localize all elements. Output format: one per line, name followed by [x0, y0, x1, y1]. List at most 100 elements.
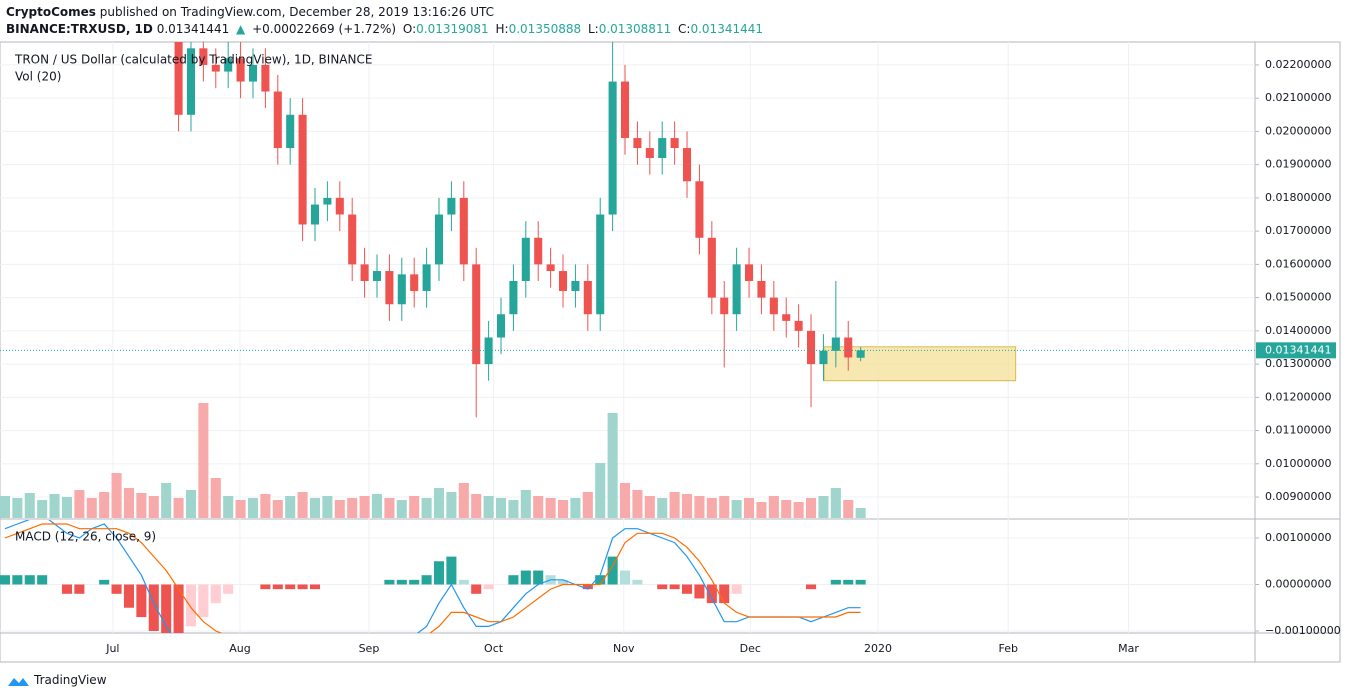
volume-bar — [756, 502, 767, 518]
candle-body — [310, 204, 320, 225]
candle-body — [447, 197, 456, 215]
candle-body — [224, 58, 233, 72]
volume-bar — [681, 494, 693, 518]
candle-body — [682, 148, 692, 182]
candle-body — [521, 237, 530, 281]
volume-bar — [843, 500, 854, 518]
volume-bar — [595, 463, 606, 518]
volume-bar — [520, 490, 531, 518]
macd-hist — [198, 584, 209, 618]
macd-hist — [458, 579, 469, 585]
macd-hist — [619, 570, 631, 585]
candle-body — [831, 337, 840, 351]
volume-bar — [136, 493, 147, 518]
y-tick-label: 0.01000000 — [1265, 457, 1331, 470]
candle-body — [546, 264, 555, 272]
y-tick-label: 0.01400000 — [1265, 324, 1331, 337]
candle-body — [844, 337, 853, 358]
macd-hist — [855, 579, 866, 585]
volume-bar — [508, 500, 519, 518]
volume-bar — [619, 483, 631, 518]
x-tick-label: Nov — [613, 642, 635, 655]
candle-body — [372, 271, 382, 281]
candle-body — [583, 280, 592, 315]
volume-bar — [409, 496, 420, 518]
volume-bar — [272, 500, 283, 518]
candle-body — [807, 330, 816, 365]
candle-body — [211, 64, 220, 72]
volume-bar — [446, 492, 457, 518]
zone — [823, 346, 1017, 382]
candle-body — [323, 197, 332, 205]
c-label: C: — [678, 22, 691, 36]
y-tick-label: 0.02000000 — [1265, 124, 1331, 137]
published: published on TradingView.com, December 2… — [99, 5, 494, 19]
macd-hist — [533, 570, 544, 585]
macd-hist — [185, 584, 197, 627]
y-tick-label: 0.01500000 — [1265, 291, 1331, 304]
publish-line: CryptoComes published on TradingView.com… — [6, 4, 766, 21]
candle-body — [558, 271, 568, 291]
candle-body — [385, 271, 394, 305]
macd-hist — [24, 575, 35, 585]
macd-hist — [37, 575, 48, 585]
macd-hist — [260, 584, 271, 590]
volume-bar — [471, 494, 482, 518]
footer[interactable]: TradingView — [34, 673, 107, 687]
volume-bar — [830, 488, 841, 518]
macd-hist — [582, 584, 593, 590]
macd-hist — [74, 584, 85, 594]
macd-hist — [557, 579, 569, 585]
candle-body — [658, 138, 667, 159]
volume-bar — [198, 403, 209, 518]
macd-hist — [731, 584, 742, 594]
candle-body — [286, 114, 295, 149]
symbol-line: BINANCE:TRXUSD, 1D 0.01341441 ▲ +0.00022… — [6, 21, 766, 38]
volume-bar — [161, 483, 172, 518]
volume-bar — [818, 496, 829, 518]
volume-bar — [768, 496, 779, 518]
volume-bar — [111, 473, 122, 518]
volume-bar — [12, 498, 23, 518]
macd-hist — [210, 584, 221, 604]
candle-body — [360, 264, 369, 281]
macd-hist — [396, 579, 407, 585]
volume-bar — [545, 498, 556, 518]
candle-body — [670, 138, 679, 149]
candle-body — [199, 48, 208, 65]
candle-body — [819, 350, 828, 365]
volume-bar — [86, 498, 97, 518]
x-tick-label: Mar — [1118, 642, 1139, 655]
candle-body — [769, 297, 778, 315]
volume-bar — [731, 500, 742, 518]
candle-body — [695, 181, 704, 238]
candle-body — [707, 237, 716, 298]
y-tick-label: 0.02100000 — [1265, 91, 1331, 104]
volume-bar — [173, 498, 184, 518]
candle-body — [757, 280, 766, 298]
volume-bar — [148, 496, 159, 518]
volume-bar — [669, 492, 680, 518]
volume-bar — [99, 492, 110, 518]
candle-body — [571, 280, 580, 291]
candle-body — [410, 274, 419, 291]
volume-bar — [359, 496, 370, 518]
y-tick-label: 0.01300000 — [1265, 357, 1331, 370]
candle-body — [459, 197, 468, 265]
volume-bar — [632, 490, 643, 518]
y-tick-label: 0.00900000 — [1265, 490, 1331, 503]
volume-bar — [24, 493, 35, 518]
c-value: 0.01341441 — [690, 22, 763, 36]
macd-hist — [694, 584, 705, 599]
candle-body — [348, 214, 357, 265]
macd-hist — [607, 556, 618, 585]
last-price: 0.01341441 — [156, 22, 230, 36]
macd-hist — [433, 561, 445, 585]
volume-bar — [74, 490, 85, 518]
macd-hist — [161, 584, 172, 633]
macd-hist — [806, 584, 817, 590]
macd-hist — [421, 575, 432, 585]
logo — [8, 678, 29, 686]
volume-bar — [371, 494, 383, 518]
volume-bar — [781, 500, 792, 518]
